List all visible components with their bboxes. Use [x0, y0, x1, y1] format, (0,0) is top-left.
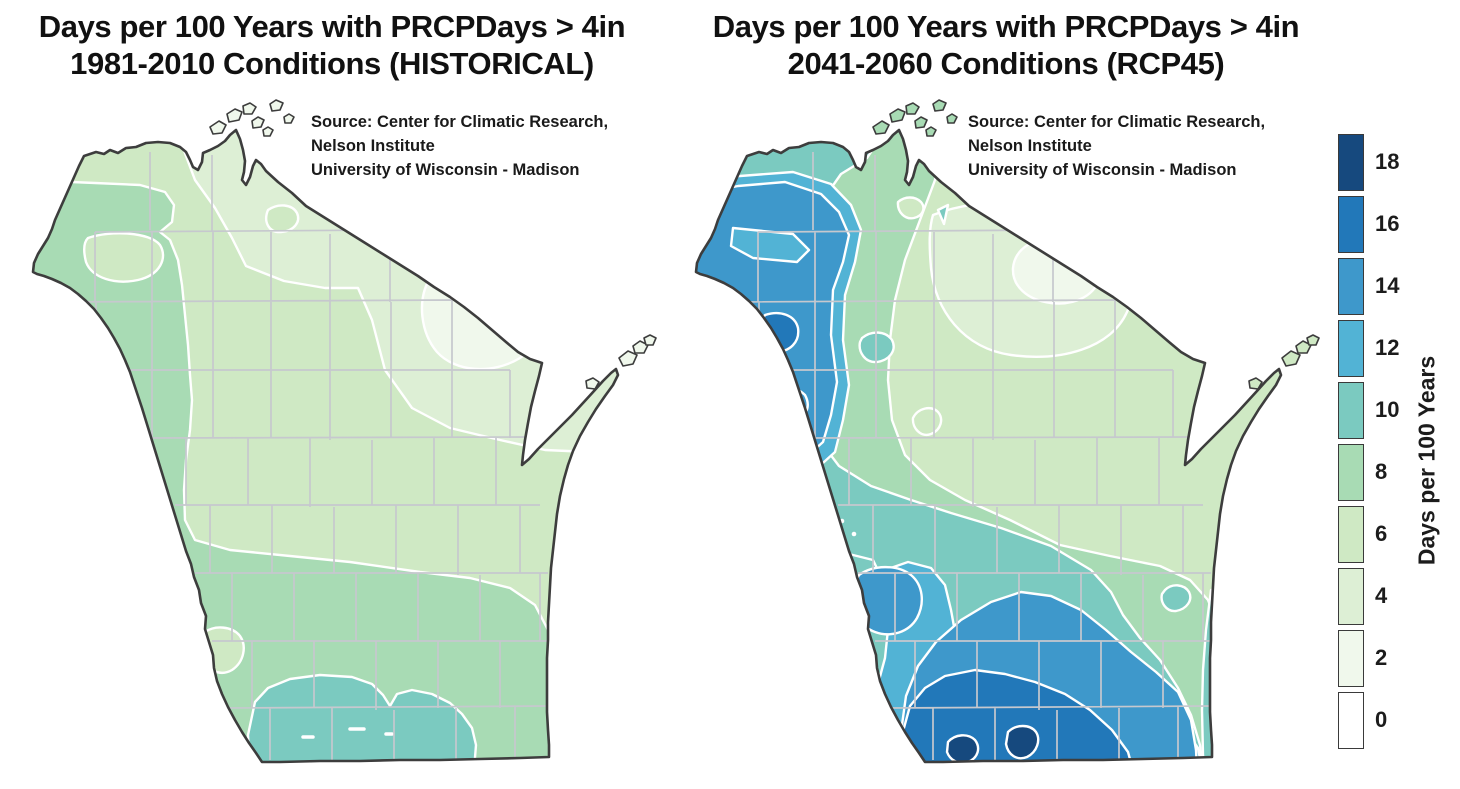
colorbar-tick-label: 6 — [1375, 521, 1388, 546]
contour-band-10-12 — [246, 673, 478, 762]
colorbar-row-2: 2 — [1338, 627, 1399, 689]
colorbar: 18 16 14 12 10 8 6 4 2 0 — [1338, 131, 1399, 751]
source-line: University of Wisconsin - Madison — [311, 161, 580, 179]
colorbar-tick-label: 8 — [1375, 459, 1388, 484]
colorbar-swatch-0 — [1338, 691, 1364, 749]
source-line: Source: Center for Climatic Research, — [968, 113, 1266, 131]
colorbar-swatch-18 — [1338, 133, 1364, 191]
title-rcp45: Days per 100 Years with PRCPDays > 4in 2… — [660, 8, 1352, 82]
contour-island-6 — [896, 196, 943, 437]
colorbar-row-6: 6 — [1338, 503, 1399, 565]
colorbar-row-18: 18 — [1338, 131, 1399, 193]
colorbar-row-8: 8 — [1338, 441, 1399, 503]
colorbar-row-10: 10 — [1338, 379, 1399, 441]
apostle-islands — [209, 99, 295, 137]
colorbar-swatch-16 — [1338, 195, 1364, 253]
colorbar-swatch-14 — [1338, 257, 1364, 315]
source-historical: Source: Center for Climatic Research, Ne… — [311, 110, 608, 182]
contour-band-18-20 — [945, 724, 1040, 762]
colorbar-row-16: 16 — [1338, 193, 1399, 255]
source-rcp45: Source: Center for Climatic Research, Ne… — [968, 110, 1265, 182]
title-historical-line1: Days per 100 Years with PRCPDays > 4in — [38, 9, 626, 44]
title-historical: Days per 100 Years with PRCPDays > 4in 1… — [2, 8, 662, 82]
colorbar-tick-label: 14 — [1375, 273, 1400, 298]
map-historical — [31, 99, 657, 764]
colorbar-row-12: 12 — [1338, 317, 1399, 379]
source-line: Nelson Institute — [311, 137, 435, 155]
colorbar-row-14: 14 — [1338, 255, 1399, 317]
colorbar-swatch-2 — [1338, 629, 1364, 687]
apostle-islands — [872, 99, 958, 137]
source-line: Source: Center for Climatic Research, — [311, 113, 609, 131]
contour-band-10-12-coast — [1200, 583, 1281, 762]
title-rcp45-line2: 2041-2060 Conditions (RCP45) — [787, 46, 1225, 81]
colorbar-swatch-6 — [1338, 505, 1364, 563]
title-historical-line2: 1981-2010 Conditions (HISTORICAL) — [70, 46, 594, 81]
contour-island-6 — [265, 204, 300, 234]
colorbar-swatch-4 — [1338, 567, 1364, 625]
contour-notch-12-14 — [729, 226, 811, 264]
contour-fleck — [301, 727, 394, 739]
colorbar-tick-label: 10 — [1375, 397, 1400, 422]
colorbar-tick-label: 0 — [1375, 707, 1388, 732]
contour-island-6 — [83, 232, 165, 283]
contour-band-2-4 — [420, 253, 549, 371]
title-rcp45-line1: Days per 100 Years with PRCPDays > 4in — [712, 9, 1300, 44]
colorbar-swatch-10 — [1338, 381, 1364, 439]
colorbar-tick-label: 2 — [1375, 645, 1388, 670]
colorbar-tick-label: 4 — [1375, 583, 1388, 608]
colorbar-swatch-8 — [1338, 443, 1364, 501]
contour-fleck — [851, 531, 857, 537]
map-rcp45 — [694, 99, 1320, 764]
colorbar-tick-label: 18 — [1375, 149, 1400, 174]
colorbar-row-4: 4 — [1338, 565, 1399, 627]
door-peninsula-islands — [1248, 334, 1320, 390]
source-line: Nelson Institute — [968, 137, 1092, 155]
contour-island-10 — [858, 203, 1192, 613]
colorbar-row-0: 0 — [1338, 689, 1399, 751]
colorbar-tick-label: 12 — [1375, 335, 1400, 360]
door-peninsula-islands — [585, 334, 657, 390]
colorbar-axis-label: Days per 100 Years — [1413, 355, 1440, 566]
source-line: University of Wisconsin - Madison — [968, 161, 1237, 179]
colorbar-swatch-12 — [1338, 319, 1364, 377]
colorbar-tick-label: 16 — [1375, 211, 1400, 236]
contour-band-2-4 — [1011, 236, 1102, 305]
